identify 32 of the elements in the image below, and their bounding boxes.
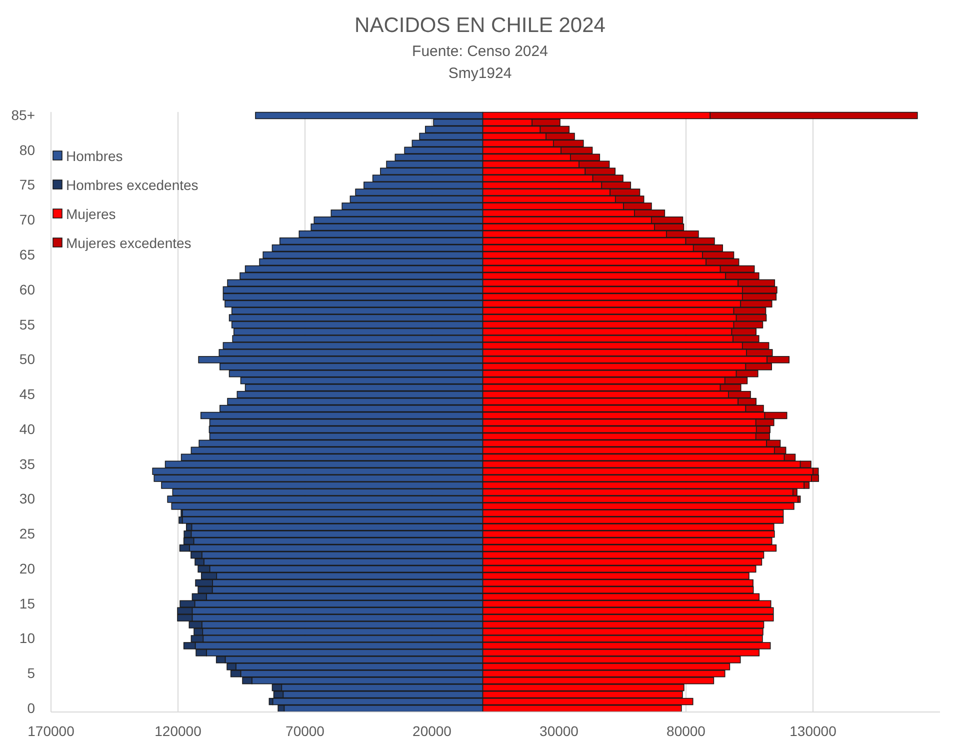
y-tick-label: 25 [19,526,36,542]
x-tick-label: 80000 [666,722,706,739]
legend-label: Hombres excedentes [66,176,198,193]
y-tick-label: 55 [19,316,36,332]
y-tick-label: 15 [19,595,36,612]
legend-label: Mujeres excedentes [66,234,192,251]
y-tick-label: 80 [19,142,36,158]
y-tick-label: 30 [19,490,36,507]
y-tick-label: 50 [19,351,36,368]
x-tick-label: 20000 [412,722,452,739]
x-tick-label: 30000 [540,722,579,739]
y-tick-label: 10 [19,630,36,646]
y-tick-label: 45 [19,386,36,402]
y-tick-label: 65 [19,246,36,263]
x-tick-label: 70000 [286,722,325,739]
x-tick-label: 120000 [154,722,202,739]
y-tick-label: 85+ [11,106,35,123]
y-tick-label: 70 [19,212,36,228]
y-tick-label: 5 [27,665,36,682]
chart-title: NACIDOS EN CHILE 2024 [354,14,606,37]
x-tick-label: 130000 [790,722,837,739]
legend-label: Mujeres [66,206,116,222]
y-tick-label: 60 [19,281,36,298]
legend-label: Hombres [66,148,123,164]
y-tick-label: 35 [19,456,36,472]
y-tick-label: 0 [27,700,36,716]
y-tick-label: 75 [19,176,36,193]
y-tick-label: 20 [19,560,36,576]
y-tick-label: 40 [19,420,36,437]
x-tick-label: 170000 [28,722,75,739]
chart-subtitle: Fuente: Censo 2024 [412,43,548,60]
text: Smy1924 [448,65,512,82]
